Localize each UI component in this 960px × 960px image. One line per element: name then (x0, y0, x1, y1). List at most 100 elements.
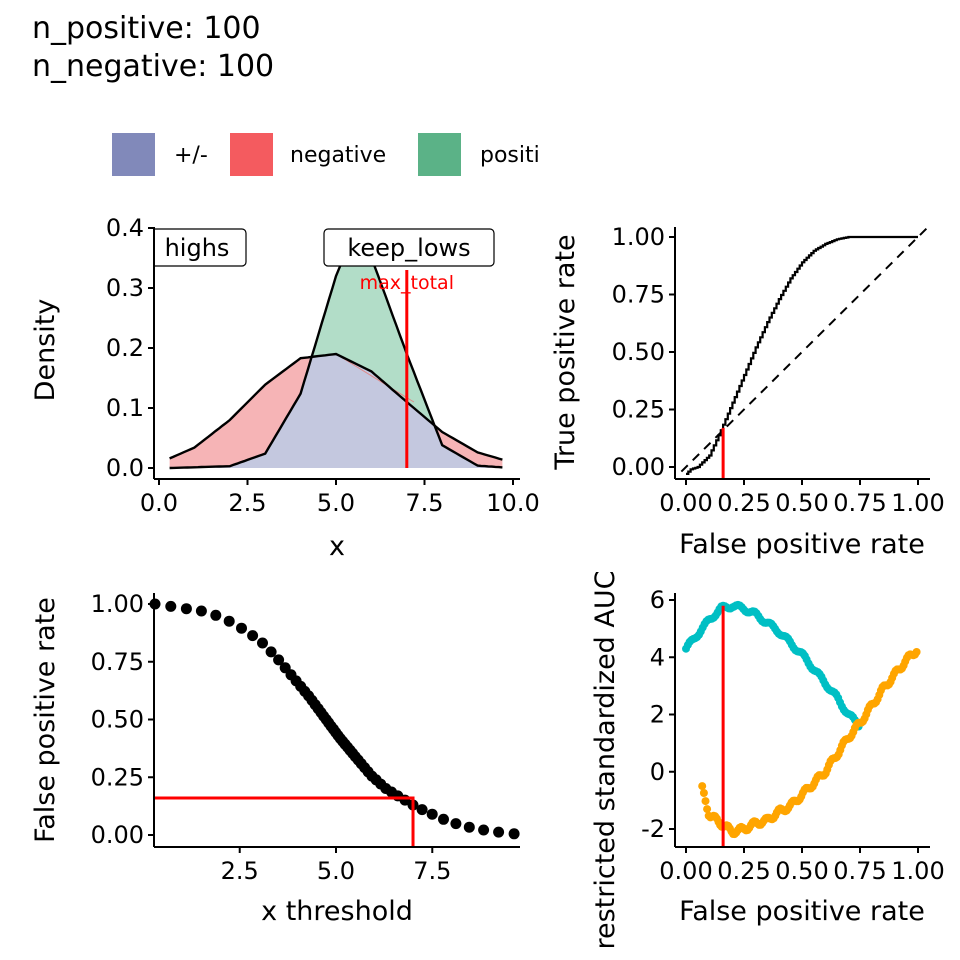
y-axis-title: Density (30, 299, 61, 402)
legend-swatch-positive (418, 133, 461, 176)
threshold-point (180, 603, 192, 615)
legend-swatch-plusminus (112, 133, 155, 176)
x-tick-label: 0.25 (717, 857, 770, 885)
threshold-point (273, 654, 285, 666)
auc-lower-point (698, 782, 707, 791)
y-tick-label: 1.00 (612, 223, 665, 251)
plot-header: n_positive: 100 n_negative: 100 (32, 10, 274, 86)
fpr-cutoff-lines (154, 796, 415, 847)
threshold-point (426, 808, 438, 820)
fpr-threshold-chart: 0.00 0.25 0.50 0.75 1.00 2.5 5.0 7.5x threshold… (30, 590, 520, 927)
threshold-point (210, 609, 222, 621)
threshold-point (450, 818, 462, 830)
legend: +/- negative positive (112, 133, 540, 177)
x-tick-label: 0.00 (659, 489, 712, 517)
axes-density: 0.0 0.1 0.2 0.3 0.4 0.0 2.5 5.0 7.5 10.0 x Density (30, 214, 540, 562)
axes-restricted_auc: -2 0 2 4 6 0.00 0.25 0.50 0.75 1.00 False positive… (590, 571, 945, 950)
y-tick-label: 0.00 (91, 821, 144, 849)
x-tick-label: 0.50 (775, 857, 828, 885)
y-tick-label: -2 (641, 815, 665, 843)
y-tick-label: 0.25 (612, 396, 665, 424)
x-tick-label: 0.50 (775, 489, 828, 517)
x-tick-label: 2.5 (228, 489, 266, 517)
n-positive-label: n_positive: 100 (32, 11, 261, 46)
x-axis-title: False positive rate (679, 529, 925, 560)
threshold-point (463, 821, 475, 833)
threshold-point (257, 637, 268, 649)
x-axis-title: x (329, 531, 345, 562)
label-box-highs (154, 228, 247, 267)
threshold-point (416, 804, 428, 816)
x-tick-label: 0.0 (140, 489, 178, 517)
n-negative-label: n_negative: 100 (32, 49, 275, 84)
threshold-point (265, 646, 277, 658)
negative-density-line (169, 352, 503, 461)
roc-curve (686, 235, 918, 475)
x-tick-label: 2.5 (221, 857, 259, 885)
x-tick-label: 1.00 (891, 489, 944, 517)
x-tick-label: 0.75 (833, 857, 886, 885)
roc-chart: 0.000.250.500.751.000.00 0.25 0.50 0.75 1.00… (550, 223, 945, 560)
fpr-plot-area (149, 598, 520, 847)
y-tick-label: 0.2 (106, 334, 144, 362)
axes-fpr_threshold: 0.00 0.25 0.50 0.75 1.00 2.5 5.0 7.5x threshold… (30, 590, 520, 927)
y-tick-label: 0.3 (106, 274, 144, 302)
x-tick-label: 5.0 (317, 857, 355, 885)
x-tick-label: 5.0 (317, 489, 355, 517)
label-box-keep-lows (323, 228, 495, 267)
y-tick-label: 0.25 (91, 763, 144, 791)
y-tick-label: 0.50 (91, 706, 144, 734)
x-tick-label: 7.5 (413, 857, 451, 885)
y-tick-label: 0.50 (612, 338, 665, 366)
label-highs: highs (165, 234, 230, 262)
label-max-total: max_total (360, 272, 454, 294)
density-chart: highs keep_lowsmax_total0.00.10.20.30.40.… (30, 214, 540, 562)
x-axis-title: False positive rate (679, 896, 925, 927)
y-tick-label: 0.1 (106, 394, 144, 422)
legend-label-positive: positive (480, 143, 540, 168)
threshold-point (493, 826, 505, 838)
threshold-point (438, 813, 449, 825)
axes-roc: 0.000.250.500.751.000.00 0.25 0.50 0.75 1.00… (550, 223, 945, 560)
y-tick-label: 0.00 (612, 453, 665, 481)
y-tick-label: 2 (650, 701, 665, 729)
auc-lower-point (699, 789, 708, 797)
legend-label-negative: negative (290, 143, 387, 168)
threshold-point (478, 824, 490, 836)
restricted-auc-chart: -2 0 2 4 6 0.00 0.25 0.50 0.75 1.00 False positive… (590, 571, 945, 950)
y-tick-label: 4 (650, 643, 665, 671)
density-plot-area: highs keep_lows max_total (154, 228, 503, 470)
x-tick-label: 10.0 (486, 489, 539, 517)
positive-density-area (169, 234, 503, 468)
y-tick-label: 0 (650, 758, 665, 786)
x-tick-label: 0.75 (833, 489, 886, 517)
y-tick-label: 0.0 (106, 454, 144, 482)
threshold-point (165, 600, 177, 612)
threshold-point (236, 622, 247, 634)
x-tick-label: 7.5 (405, 489, 443, 517)
label-keep-lows: keep_lows (347, 234, 470, 262)
y-axis-title: restricted standardized AUC (590, 571, 621, 950)
x-tick-label: 0.25 (717, 489, 770, 517)
auc-lower-point (701, 797, 710, 806)
positive-density-line (169, 231, 503, 470)
threshold-point (508, 828, 520, 840)
x-axis-title: x threshold (261, 896, 413, 927)
x-tick-label: 1.00 (891, 857, 944, 885)
legend-label-plusminus: +/- (174, 143, 208, 168)
y-tick-label: 6 (650, 586, 665, 614)
threshold-point (195, 605, 207, 617)
difference-line (335, 353, 415, 403)
y-axis-title: True positive rate (550, 234, 581, 470)
y-tick-label: 0.4 (106, 214, 144, 242)
legend-swatch-negative (230, 133, 273, 176)
overlap-density-area (169, 354, 503, 468)
roc-plot-area (680, 227, 930, 479)
auc-lower-point (912, 648, 921, 656)
y-axis-title: False positive rate (30, 597, 61, 843)
y-tick-label: 0.75 (91, 648, 144, 676)
roc-diagonal (680, 227, 930, 473)
auc-lower-point (703, 805, 712, 814)
y-tick-label: 1.00 (91, 590, 144, 618)
